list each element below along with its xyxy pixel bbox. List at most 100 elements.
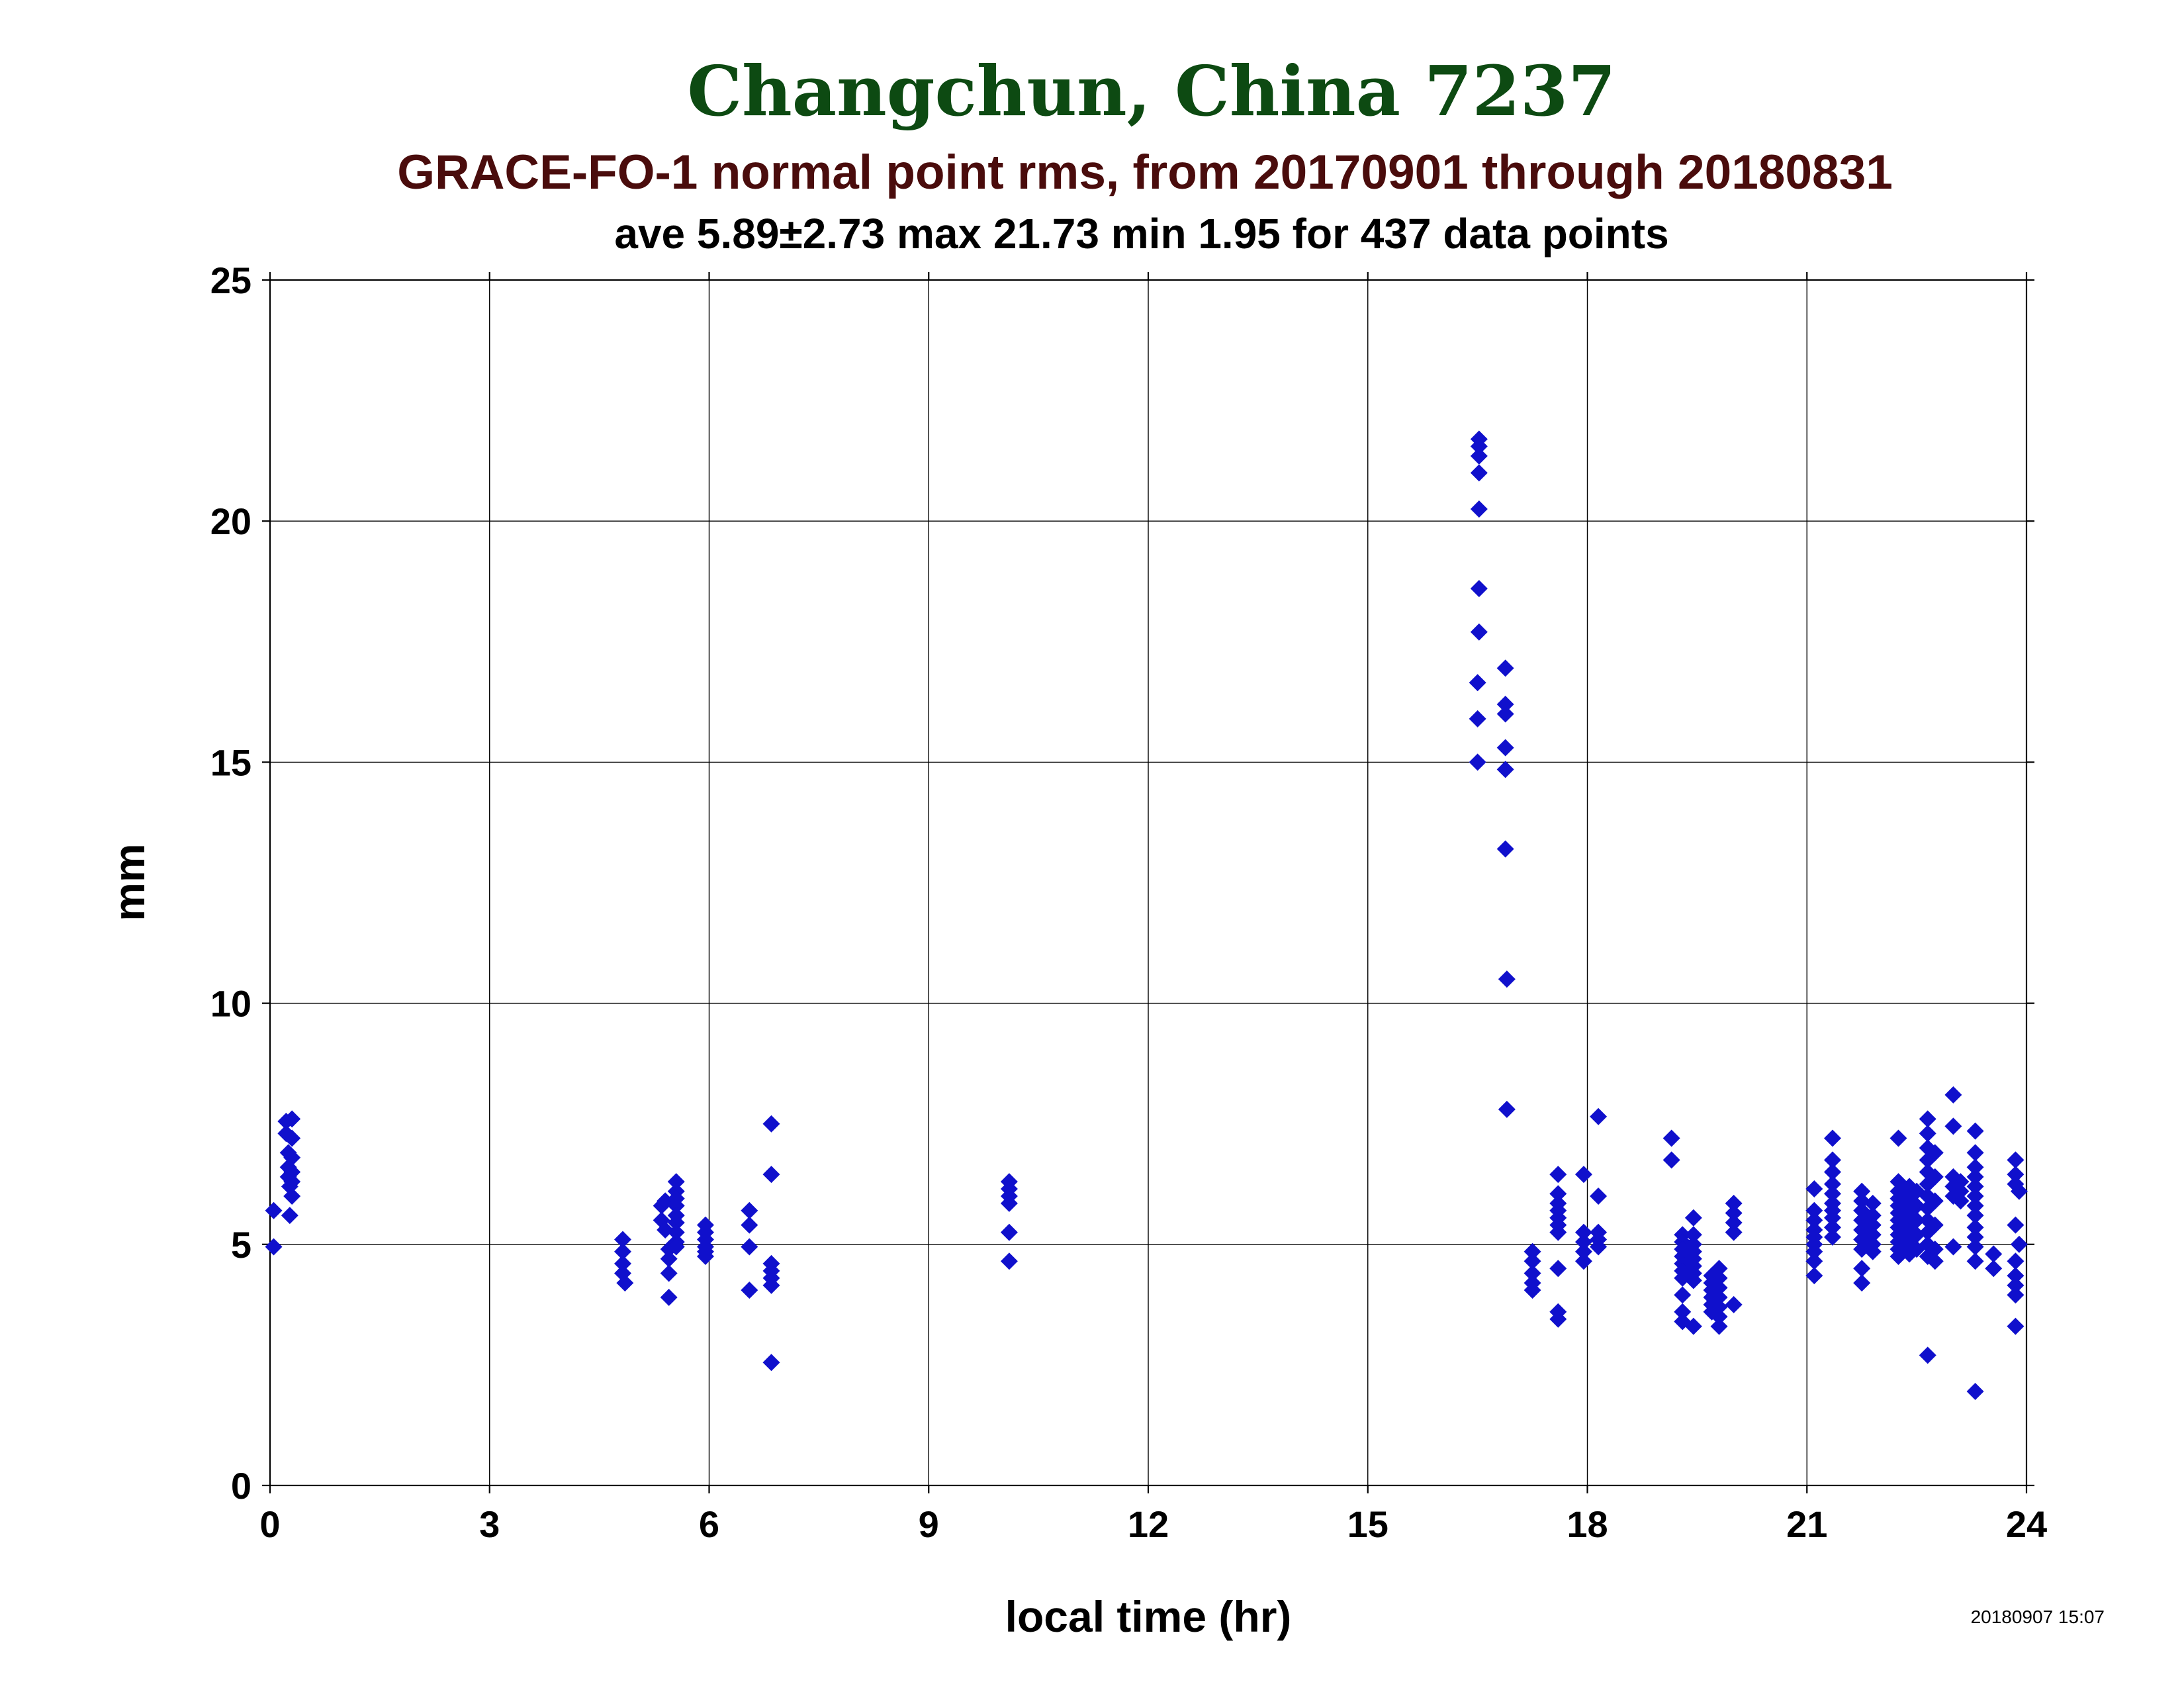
data-point <box>1710 1288 1728 1306</box>
data-point <box>1823 1175 1841 1193</box>
data-point <box>1590 1187 1608 1205</box>
data-point <box>1470 500 1488 518</box>
y-tick-label: 10 <box>210 983 251 1025</box>
data-point <box>1926 1168 1944 1186</box>
data-point <box>1823 1185 1841 1203</box>
data-point <box>1966 1158 1984 1176</box>
data-point <box>1710 1269 1728 1287</box>
data-point <box>741 1201 758 1219</box>
x-tick-label: 12 <box>1128 1503 1169 1545</box>
marker-layer <box>265 430 2028 1400</box>
data-point <box>1823 1209 1841 1227</box>
data-point <box>283 1187 301 1205</box>
data-point <box>1966 1252 1984 1270</box>
data-point <box>1725 1214 1743 1232</box>
data-point <box>1496 695 1514 713</box>
data-point <box>1805 1180 1823 1198</box>
tick-layer <box>262 272 2034 1493</box>
data-point <box>1524 1243 1541 1260</box>
data-point <box>1966 1197 1984 1215</box>
data-point <box>1966 1228 1984 1246</box>
data-point <box>1725 1204 1743 1222</box>
data-point <box>1710 1279 1728 1297</box>
data-point <box>1496 739 1514 757</box>
data-point <box>1823 1163 1841 1181</box>
data-point <box>1574 1223 1592 1241</box>
y-tick-label: 0 <box>231 1465 251 1507</box>
data-point <box>1549 1223 1567 1241</box>
data-point <box>1469 674 1486 692</box>
y-tick-label: 20 <box>210 500 251 542</box>
data-point <box>660 1288 678 1306</box>
grid-layer <box>269 279 2027 1486</box>
data-point <box>1823 1219 1841 1237</box>
data-point <box>1966 1168 1984 1186</box>
x-tick-label: 24 <box>2006 1503 2047 1545</box>
data-point <box>2007 1276 2025 1294</box>
data-point <box>667 1197 685 1215</box>
data-point <box>1574 1243 1592 1260</box>
data-point <box>1590 1107 1608 1125</box>
data-point <box>1853 1182 1871 1200</box>
data-point <box>1944 1238 1962 1256</box>
data-point <box>1710 1298 1728 1316</box>
data-point <box>1823 1151 1841 1169</box>
data-point <box>1498 970 1516 988</box>
data-point <box>1470 464 1488 482</box>
data-point <box>741 1216 758 1234</box>
y-axis-label: mm <box>105 843 154 921</box>
data-point <box>614 1231 632 1248</box>
x-tick-label: 18 <box>1567 1503 1608 1545</box>
data-point <box>1966 1207 1984 1225</box>
data-point <box>1864 1216 1882 1234</box>
data-point <box>1710 1317 1728 1335</box>
data-point <box>1919 1346 1936 1364</box>
tick-label-layer: 0 3 6 9 12 15 18 21 24 0 5 10 15 20 25 <box>210 259 2047 1545</box>
data-point <box>1000 1223 1018 1241</box>
timestamp: 20180907 15:07 <box>1971 1607 2105 1627</box>
data-point <box>1684 1209 1702 1227</box>
data-point <box>1000 1194 1018 1212</box>
data-point <box>1926 1144 1944 1162</box>
data-point <box>1926 1216 1944 1234</box>
x-tick-label: 21 <box>1786 1503 1827 1545</box>
chart-subtitle: GRACE-FO-1 normal point rms, from 201709… <box>397 146 1893 199</box>
data-point <box>1725 1194 1743 1212</box>
data-point <box>1805 1243 1823 1260</box>
data-point <box>741 1238 758 1256</box>
data-point <box>1926 1192 1944 1210</box>
data-point <box>1952 1182 1970 1200</box>
y-tick-label: 15 <box>210 741 251 783</box>
data-point <box>1864 1226 1882 1244</box>
data-point <box>1549 1260 1567 1278</box>
data-point <box>1889 1129 1907 1147</box>
data-point <box>616 1274 634 1292</box>
x-tick-label: 3 <box>479 1503 500 1545</box>
x-tick-label: 0 <box>259 1503 280 1545</box>
data-point <box>1725 1223 1743 1241</box>
data-point <box>1590 1238 1608 1256</box>
chart-stats: ave 5.89±2.73 max 21.73 min 1.95 for 437… <box>614 210 1668 258</box>
data-point <box>667 1173 685 1191</box>
data-point <box>1864 1207 1882 1225</box>
data-point <box>1985 1245 2003 1263</box>
data-point <box>1944 1086 1962 1103</box>
data-point <box>1853 1260 1871 1278</box>
data-point <box>1496 705 1514 723</box>
data-point <box>1853 1274 1871 1292</box>
data-point <box>2007 1286 2025 1304</box>
data-point <box>1524 1252 1541 1270</box>
data-point <box>1926 1241 1944 1258</box>
data-point <box>1574 1166 1592 1184</box>
data-point <box>283 1149 301 1166</box>
data-point <box>1805 1267 1823 1285</box>
data-point <box>265 1201 283 1219</box>
data-point <box>1966 1219 1984 1237</box>
data-point <box>1549 1166 1567 1184</box>
data-point <box>762 1115 780 1133</box>
data-point <box>1469 710 1486 727</box>
data-point <box>1823 1129 1841 1147</box>
data-point <box>1823 1228 1841 1246</box>
data-point <box>265 1238 283 1256</box>
